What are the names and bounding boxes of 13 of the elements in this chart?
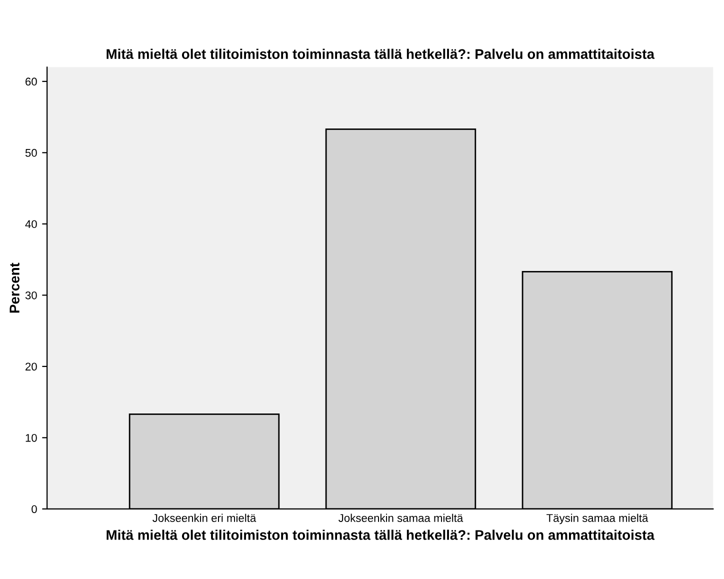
y-tick-label: 60 bbox=[26, 78, 37, 86]
y-axis-title: Percent bbox=[10, 262, 20, 313]
y-tick-label: 20 bbox=[26, 362, 37, 371]
x-tick-label: Jokseenkin samaa mieltä bbox=[338, 514, 464, 522]
x-tick-label: Täysin samaa mieltä bbox=[546, 514, 648, 524]
y-tick-label: 50 bbox=[25, 148, 37, 157]
x-axis-title: Mitä mieltä olet tilitoimiston toiminnasta tällä hetkellä?: Palvelu on ammattitaitoista bbox=[106, 530, 655, 540]
y-tick-label: 40 bbox=[25, 220, 37, 228]
y-tick-label: 10 bbox=[26, 434, 37, 442]
y-tick-label: 0 bbox=[32, 505, 37, 514]
chart-title: Mitä mieltä olet tilitoimiston toiminnasta tällä hetkellä?: Palvelu on ammattitaitoista bbox=[106, 48, 655, 59]
y-tick-label: 30 bbox=[25, 291, 37, 300]
x-tick-label: Jokseenkin eri mieltä bbox=[152, 514, 256, 522]
